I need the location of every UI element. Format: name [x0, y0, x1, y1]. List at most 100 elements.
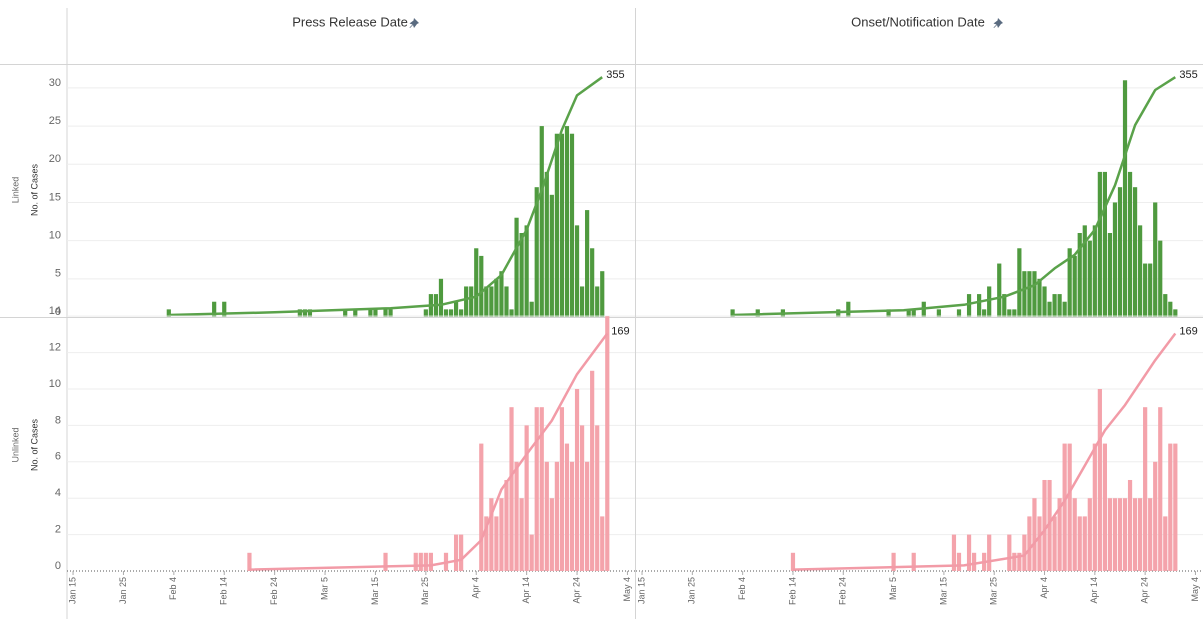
- bar: [534, 187, 539, 317]
- bar: [600, 271, 605, 317]
- bar: [956, 309, 962, 317]
- bar: [987, 534, 992, 571]
- bar: [600, 516, 605, 571]
- bar: [469, 286, 474, 317]
- bar: [388, 309, 393, 317]
- y-tick-label: 10: [49, 378, 61, 390]
- y-tick-label: 0: [55, 306, 61, 318]
- bar: [297, 309, 302, 317]
- bar: [906, 309, 911, 317]
- end-label: 355: [606, 69, 624, 81]
- y-tick-label: 4: [55, 487, 61, 499]
- y-tick-label: 2: [55, 524, 61, 536]
- bar: [1057, 294, 1062, 317]
- bar: [590, 248, 595, 317]
- bar: [1042, 479, 1047, 571]
- bar: [554, 461, 559, 571]
- bar: [1112, 202, 1118, 317]
- x-tick-label: May 4: [1190, 577, 1200, 602]
- bar: [549, 498, 554, 571]
- bar: [1022, 534, 1027, 571]
- bar: [459, 534, 464, 571]
- x-tick-label: Mar 5: [319, 577, 329, 600]
- y-axis-label: No. of Cases: [29, 163, 39, 216]
- x-tick-label: Jan 15: [67, 577, 77, 604]
- x-tick-label: Mar 5: [888, 577, 898, 600]
- bar: [519, 233, 524, 317]
- x-tick-label: Jan 15: [636, 577, 646, 604]
- bar: [453, 301, 459, 317]
- bar: [544, 171, 549, 317]
- bar: [1067, 443, 1072, 571]
- bar: [1037, 516, 1042, 571]
- bar: [559, 407, 565, 571]
- bar: [302, 309, 307, 317]
- bar: [489, 498, 494, 571]
- cumulative-line: [792, 332, 1177, 571]
- bar: [499, 498, 504, 571]
- bar: [554, 133, 559, 317]
- bar: [579, 425, 585, 571]
- bar: [1102, 171, 1107, 317]
- bar: [1052, 294, 1057, 317]
- bar: [1117, 498, 1123, 571]
- cumulative-line: [168, 76, 603, 317]
- cumulative-line: [249, 332, 609, 571]
- bar: [966, 294, 972, 317]
- x-tick-label: Feb 24: [838, 577, 848, 605]
- bar: [1138, 498, 1143, 571]
- y-tick-label: 30: [49, 77, 61, 89]
- bar: [1148, 263, 1153, 317]
- bar: [1082, 516, 1087, 571]
- bar: [911, 552, 916, 571]
- bar: [1077, 233, 1082, 317]
- bar: [1112, 498, 1118, 571]
- y-tick-label: 15: [49, 191, 61, 203]
- bar: [539, 126, 544, 317]
- bar: [489, 286, 494, 317]
- bar: [982, 309, 987, 317]
- cumulative-line: [732, 76, 1176, 317]
- bar: [1027, 271, 1032, 317]
- bar: [1102, 443, 1107, 571]
- bar: [418, 552, 423, 571]
- bar: [549, 194, 554, 317]
- x-tick-label: Apr 4: [1039, 577, 1049, 599]
- bar: [971, 552, 977, 571]
- bar: [524, 225, 529, 317]
- bar: [514, 217, 519, 317]
- bar: [966, 534, 972, 571]
- y-tick-label: 12: [49, 341, 61, 353]
- bar: [987, 286, 992, 317]
- bar: [438, 278, 444, 317]
- bar: [936, 309, 941, 317]
- bar: [585, 210, 590, 317]
- bar: [1173, 309, 1178, 317]
- pin-icon: [409, 18, 419, 28]
- bar: [494, 516, 499, 571]
- bar: [585, 461, 590, 571]
- bar: [590, 370, 595, 571]
- bar: [569, 133, 575, 317]
- bar: [479, 443, 484, 571]
- bar: [1032, 498, 1037, 571]
- bar: [1042, 286, 1047, 317]
- bar: [423, 552, 428, 571]
- bar: [1017, 552, 1022, 571]
- x-tick-label: Feb 4: [737, 577, 747, 600]
- bar: [1117, 187, 1123, 317]
- bar: [1007, 309, 1012, 317]
- bar: [544, 461, 549, 571]
- x-tick-label: Apr 14: [1089, 577, 1099, 604]
- bar: [574, 388, 580, 571]
- bar: [529, 534, 534, 571]
- bar: [1002, 294, 1007, 317]
- x-tick-label: Mar 15: [938, 577, 948, 605]
- x-tick-label: Jan 25: [118, 577, 128, 604]
- bar: [509, 407, 514, 571]
- bar: [1168, 301, 1173, 317]
- x-tick-label: Mar 25: [989, 577, 999, 605]
- bar: [1143, 263, 1148, 317]
- bar: [564, 126, 570, 317]
